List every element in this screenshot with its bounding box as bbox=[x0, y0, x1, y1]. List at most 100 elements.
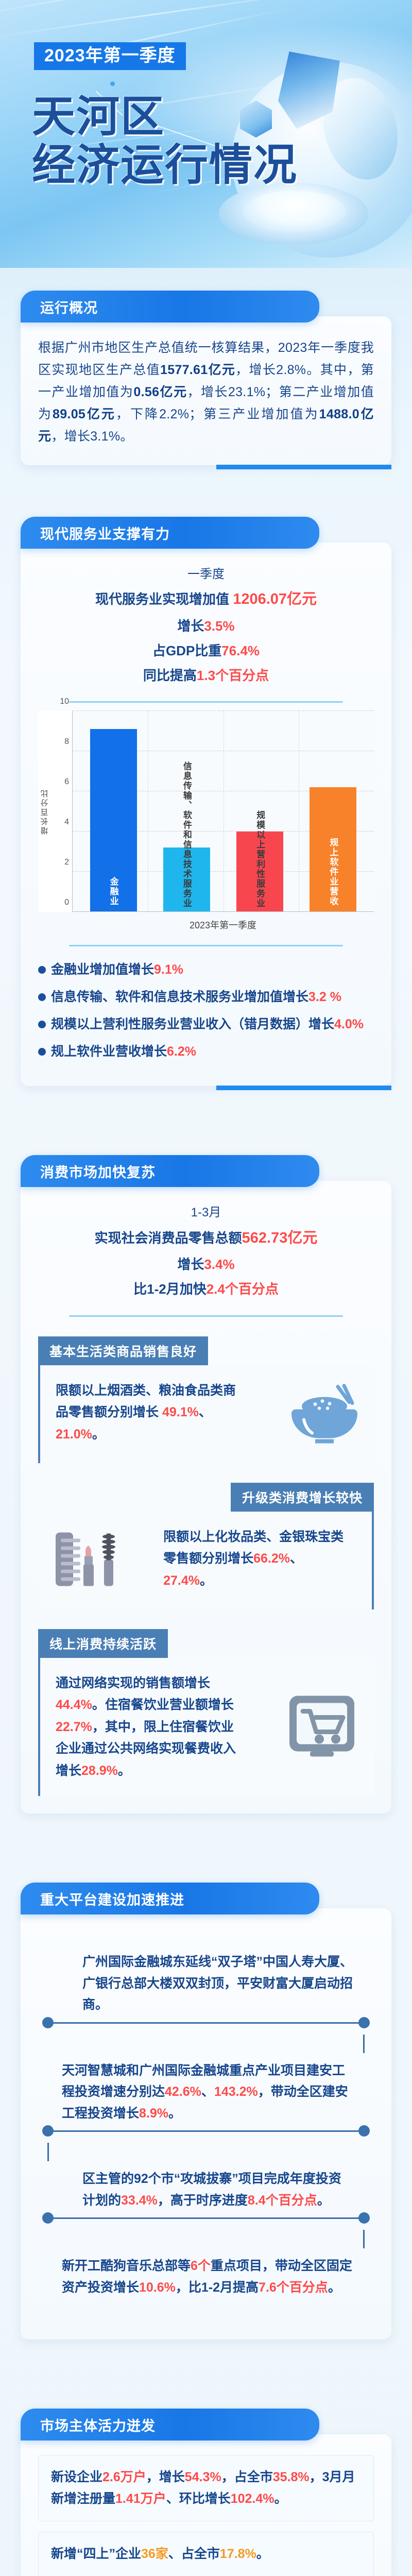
me2-post: 。 bbox=[256, 2547, 269, 2562]
headline-value-added: 现代服务业实现增加值 1206.07亿元 bbox=[38, 586, 374, 614]
subsection-body-basic-goods: 限额以上烟酒类、粮油食品类商品零售额分别增长 49.1%、 21.0%。 bbox=[38, 1365, 374, 1463]
timeline-4-post: 。 bbox=[328, 2280, 341, 2295]
chart-bar[interactable]: 规上软件业营收 bbox=[310, 787, 357, 912]
timeline-2-value-1: 42.6% bbox=[165, 2084, 201, 2099]
bullet-item: 规模以上营利性服务业营业收入（错月数据）增长4.0% bbox=[38, 1014, 374, 1035]
timeline-2-mid: ，带动全区建安工程投资增长 bbox=[62, 2084, 348, 2121]
headline-retail-growth-label: 增长 bbox=[177, 1257, 204, 1273]
chart-bar[interactable]: 信息传输、软件和信息技术服务业 bbox=[163, 761, 210, 912]
me1-value-5: 102.4% bbox=[230, 2491, 274, 2506]
section-content-overview: 根据广州市地区生产总值统一核算结果，2023年一季度我区实现地区生产总值1577… bbox=[21, 316, 391, 469]
consumption-headline: 1-3月 实现社会消费品零售总额562.73亿元 增长3.4% 比1-2月加快2… bbox=[38, 1201, 374, 1301]
timeline-2-value-3: 8.9% bbox=[139, 2106, 168, 2121]
me1-post: 。 bbox=[274, 2491, 287, 2506]
basic-goods-text: 限额以上烟酒类、粮油食品类商品零售额分别增长 49.1%、 21.0%。 bbox=[56, 1380, 245, 1446]
shopping-cart-icon bbox=[283, 1689, 360, 1764]
timeline-4-mid-1: 重点项目，带动全区固定资产投资增长 bbox=[62, 2259, 352, 2295]
bullet-text-label: 信息传输、软件和信息技术服务业增加值增长 bbox=[51, 990, 309, 1005]
overview-value-tertiary: 1488.0亿元 bbox=[38, 407, 374, 444]
section-title: 重大平台建设加速推进 bbox=[40, 1892, 184, 1908]
hero-dot-decor bbox=[148, 120, 153, 124]
headline-yoy-label: 同比提高 bbox=[143, 668, 197, 684]
chart-bar-label: 金融业 bbox=[108, 877, 118, 907]
section-overview: 运行概况 根据广州市地区生产总值统一核算结果，2023年一季度我区实现地区生产总… bbox=[21, 268, 391, 469]
section-header-consumption: 消费市场加快复苏 bbox=[21, 1155, 319, 1188]
chart-bars: 金融业 信息传输、软件和信息技术服务业 规模以上营利性服务业 规上软件业营收 bbox=[73, 711, 374, 912]
timeline-4-value-1: 6个 bbox=[191, 2259, 211, 2274]
rice-bowl-icon bbox=[288, 1379, 360, 1449]
timeline-4-value-3: 7.6个百分点 bbox=[259, 2280, 328, 2295]
headline-retail-total-number: 562.73亿元 bbox=[242, 1229, 318, 1246]
basic-goods-separator: 、 bbox=[198, 1405, 212, 1420]
basic-goods-value-2: 21.0% bbox=[56, 1427, 92, 1442]
section-header-modern-services: 现代服务业支撑有力 bbox=[21, 517, 319, 549]
timeline-text-3: 区主管的92个市“攻城拔寨”项目完成年度投资计划的33.4%，高于时序进度8.4… bbox=[38, 2161, 374, 2225]
chart-bar[interactable]: 金融业 bbox=[90, 729, 137, 912]
cosmetics-icon bbox=[52, 1523, 124, 1598]
headline-retail-accel-number: 2.4个百分点 bbox=[206, 1281, 279, 1297]
overview-text-2: ，增长2.8%。其中，第一产业增加值为 bbox=[38, 363, 374, 399]
upgrade-separator: 、 bbox=[290, 1551, 303, 1566]
timeline-text-1: 广州国际金融城东延线“双子塔”中国人寿大厦、广银行总部大楼双双封顶，平安财富大厦… bbox=[82, 1955, 353, 2012]
online-value-3: 28.9% bbox=[81, 1763, 118, 1778]
hero-base-inner-decor bbox=[243, 191, 346, 232]
timeline-item-3: 区主管的92个市“攻城拔寨”项目完成年度投资计划的33.4%，高于时序进度8.4… bbox=[38, 2161, 374, 2225]
chart-y-axis-title: 增长百分比 bbox=[38, 711, 52, 912]
headline-growth-label: 增长 bbox=[177, 618, 204, 634]
platform-timeline: 广州国际金融城东延线“双子塔”中国人寿大厦、广银行总部大楼双双封顶，平安财富大厦… bbox=[38, 1929, 374, 2322]
bullet-dot-icon bbox=[38, 993, 46, 1002]
me1-mid-4: 、环比增长 bbox=[166, 2491, 231, 2506]
content-body: 运行概况 根据广州市地区生产总值统一核算结果，2023年一季度我区实现地区生产总… bbox=[0, 268, 412, 2576]
section-modern-services: 现代服务业支撑有力 一季度 现代服务业实现增加值 1206.07亿元 增长3.5… bbox=[21, 494, 391, 1091]
divider-consumption bbox=[69, 1315, 343, 1317]
bullet-dot-icon bbox=[38, 1047, 46, 1056]
me1-mid-2: ，占全市 bbox=[221, 2470, 273, 2485]
modern-services-headline: 一季度 现代服务业实现增加值 1206.07亿元 增长3.5% 占GDP比重76… bbox=[38, 563, 374, 688]
bullet-text: 金融业增加值增长9.1% bbox=[51, 960, 183, 980]
section-market-entities: 市场主体活力迸发 新设企业2.6万户，增长54.3%，占全市35.8%，3月月新… bbox=[21, 2386, 391, 2576]
timeline-gap-3 bbox=[38, 2230, 374, 2249]
overview-paragraph: 根据广州市地区生产总值统一核算结果，2023年一季度我区实现地区生产总值1577… bbox=[38, 337, 374, 448]
me2-value-1: 36家 bbox=[141, 2547, 168, 2562]
overview-text-4: ，下降2.2%；第三产业增加值为 bbox=[115, 407, 319, 421]
timeline-3-value-2: 8.4个百分点 bbox=[247, 2193, 317, 2208]
timeline-2-post: 。 bbox=[168, 2106, 182, 2121]
bullet-item: 信息传输、软件和信息技术服务业增加值增长3.2 % bbox=[38, 987, 374, 1007]
chart-plot-area: 增长百分比 0 2 4 6 8 10 金融业 信息传输、软件和信息技术服务业 规模以上营利性服… bbox=[38, 697, 374, 912]
chart-y-tick: 6 bbox=[64, 777, 69, 787]
chart-y-tick: 8 bbox=[64, 737, 69, 747]
me1-value-2: 54.3% bbox=[184, 2470, 221, 2485]
me1-value-4: 1.41万户 bbox=[115, 2491, 166, 2506]
headline-value-added-label: 现代服务业实现增加值 bbox=[95, 591, 233, 607]
headline-retail-accel-label: 比1-2月加快 bbox=[133, 1281, 207, 1297]
me1-pre: 新设企业 bbox=[51, 2470, 103, 2485]
chart-gridline bbox=[73, 710, 374, 711]
page-title-line-1: 天河区 bbox=[32, 92, 165, 141]
section-consumption: 消费市场加快复苏 1-3月 实现社会消费品零售总额562.73亿元 增长3.4%… bbox=[21, 1132, 391, 1814]
spacer bbox=[0, 2340, 412, 2386]
chart-bars-container: 金融业 信息传输、软件和信息技术服务业 规模以上营利性服务业 规上软件业营收 bbox=[72, 710, 374, 912]
me1-value-3: 35.8% bbox=[272, 2470, 310, 2485]
upgrade-value-1: 66.2% bbox=[253, 1551, 290, 1566]
spacer bbox=[0, 1086, 412, 1132]
section-title: 运行概况 bbox=[40, 300, 98, 316]
online-text-pre: 通过网络实现的销售额增长 bbox=[56, 1675, 211, 1690]
bullet-text: 信息传输、软件和信息技术服务业增加值增长3.2 % bbox=[51, 987, 341, 1007]
online-value-1: 44.4% bbox=[56, 1698, 92, 1713]
chart-bar[interactable]: 规模以上营利性服务业 bbox=[236, 810, 284, 912]
subsection-tag-basic-goods: 基本生活类商品销售良好 bbox=[38, 1336, 209, 1365]
online-text-mid-1: 。住宿餐饮业营业额增长 bbox=[92, 1698, 234, 1713]
me2-mid-1: 、占全市 bbox=[168, 2547, 220, 2562]
bullet-value: 6.2% bbox=[167, 1044, 196, 1059]
chart-y-tick: 2 bbox=[64, 858, 69, 867]
timeline-item-1: 广州国际金融城东延线“双子塔”中国人寿大厦、广银行总部大楼双双封顶，平安财富大厦… bbox=[38, 1944, 374, 2029]
timeline-gap-2 bbox=[38, 2143, 374, 2162]
upgrade-consumption-text: 限额以上化妆品类、金银珠宝类零售额分别增长66.2%、 27.4%。 bbox=[163, 1526, 346, 1592]
chart-bar-label: 规模以上营利性服务业 bbox=[255, 810, 265, 909]
bullet-text-label: 规模以上营利性服务业营业收入（错月数据）增长 bbox=[51, 1016, 335, 1031]
headline-gdp-share: 占GDP比重76.4% bbox=[38, 638, 374, 663]
subsection-body-online-consumption: 通过网络实现的销售额增长 44.4%。住宿餐饮业营业额增长22.7%，其中，限上住… bbox=[38, 1657, 374, 1797]
online-text-mid-2: ，其中，限上住宿餐饮业企业通过公共网络实现餐费收入增长 bbox=[56, 1719, 236, 1778]
online-value-2: 22.7% bbox=[56, 1719, 92, 1734]
headline-retail-growth-number: 3.4% bbox=[204, 1257, 235, 1273]
